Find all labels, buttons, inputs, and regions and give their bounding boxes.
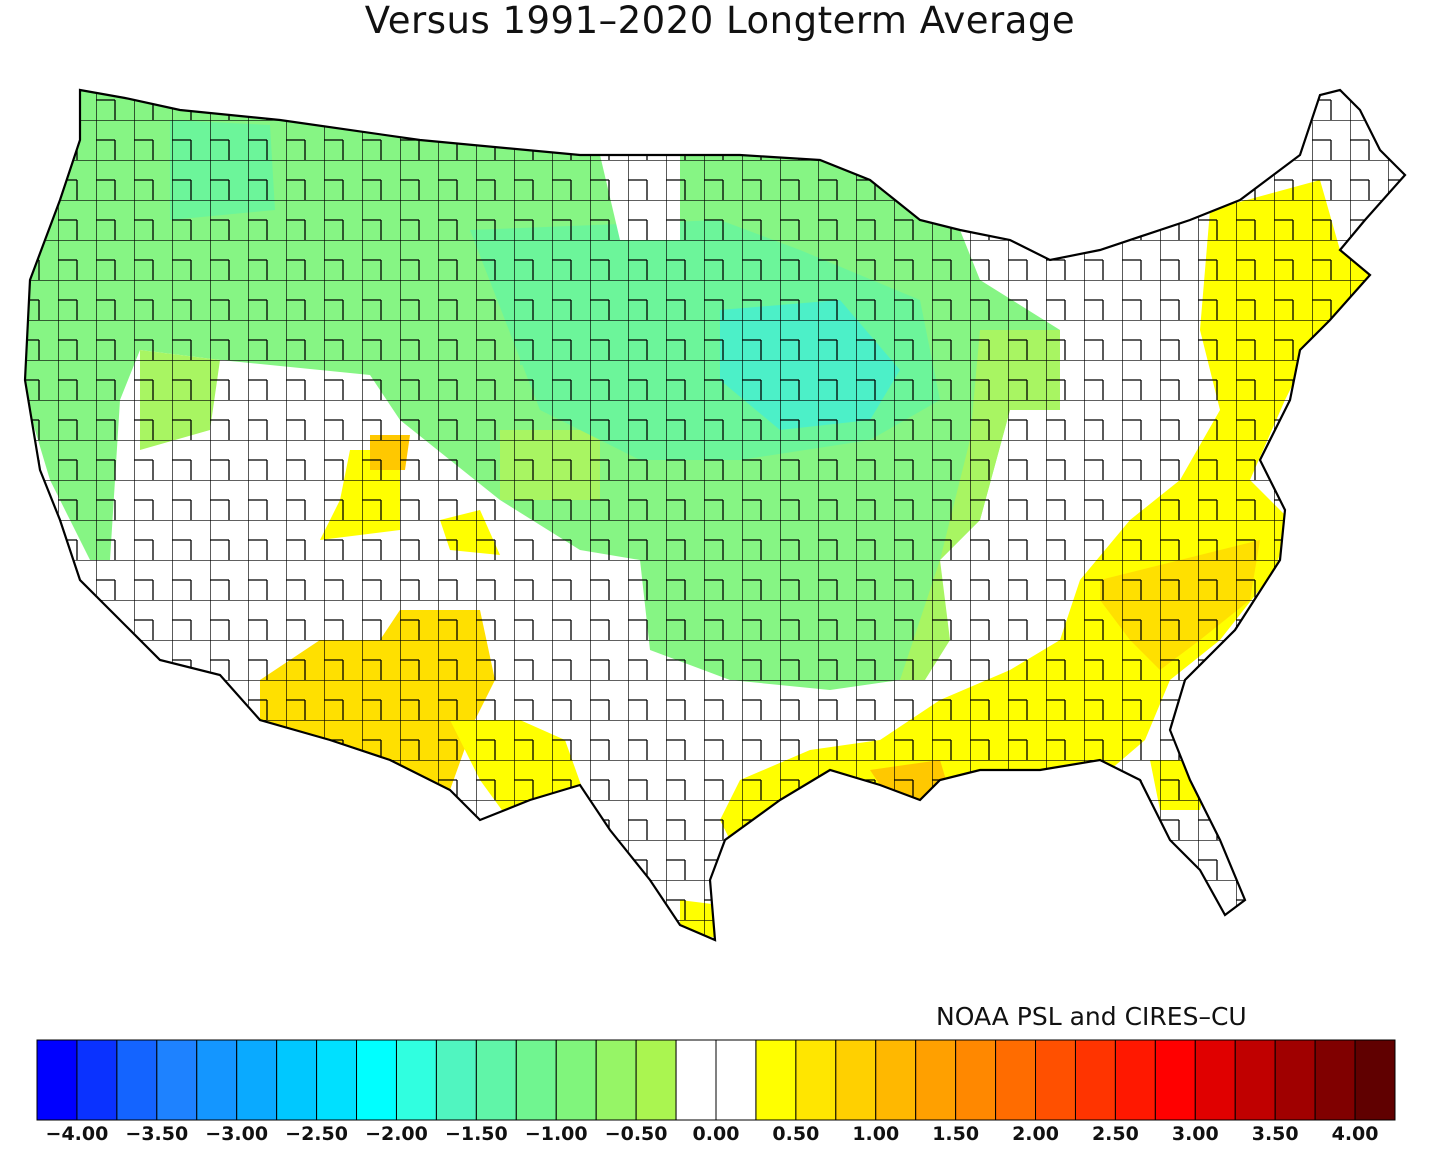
color-scale-tick-label: −2.00	[365, 1123, 428, 1145]
color-scale-tick-label: −1.50	[445, 1123, 508, 1145]
color-scale-swatches	[36, 1039, 1396, 1121]
color-scale-swatch	[356, 1039, 397, 1121]
color-scale-swatch	[555, 1039, 597, 1121]
color-scale-swatch	[875, 1039, 917, 1121]
color-scale-swatch	[196, 1039, 238, 1121]
color-scale-swatch	[236, 1039, 278, 1121]
us-climate-division-map	[23, 88, 1407, 942]
color-scale-legend: −4.00 −3.50 −3.00 −2.50 −2.00 −1.50 −1.00 −0.50…	[36, 1039, 1396, 1145]
color-scale-swatch	[395, 1039, 437, 1121]
color-scale-tick-label: −0.50	[605, 1123, 668, 1145]
color-scale-tick-label: −3.00	[205, 1123, 268, 1145]
color-scale-swatch	[995, 1039, 1037, 1121]
color-scale-swatch	[1314, 1039, 1356, 1121]
color-scale-swatch	[675, 1039, 717, 1121]
color-scale-tick-label: −1.00	[525, 1123, 588, 1145]
color-scale-tick-label: 3.00	[1172, 1123, 1219, 1145]
color-scale-swatch	[276, 1039, 318, 1121]
color-scale-swatch	[1154, 1039, 1196, 1121]
color-scale-swatch	[835, 1039, 877, 1121]
color-scale-swatch	[1234, 1039, 1276, 1121]
color-scale-swatch	[1035, 1039, 1076, 1121]
data-source-credit: NOAA PSL and CIRES–CU	[936, 1002, 1247, 1031]
color-scale-swatch	[635, 1039, 677, 1121]
color-scale-tick-label: 1.50	[932, 1123, 979, 1145]
color-scale-swatch	[316, 1039, 358, 1121]
color-scale-swatch	[116, 1039, 158, 1121]
color-scale-tick-label: −2.50	[285, 1123, 348, 1145]
color-scale-swatch	[1274, 1039, 1316, 1121]
color-scale-tick-label: 4.00	[1332, 1123, 1379, 1145]
color-scale-swatch	[755, 1039, 797, 1121]
color-scale-tick-label: 2.50	[1092, 1123, 1139, 1145]
color-scale-swatch	[36, 1039, 78, 1121]
color-scale-swatch	[915, 1039, 957, 1121]
color-scale-swatch	[435, 1039, 477, 1121]
color-scale-swatch	[1074, 1039, 1116, 1121]
map-title: Versus 1991–2020 Longterm Average	[364, 0, 1076, 42]
color-scale-swatch	[76, 1039, 118, 1121]
color-scale-tick-label: −3.50	[125, 1123, 188, 1145]
color-scale-swatch	[156, 1039, 198, 1121]
color-scale-swatch	[1354, 1039, 1396, 1121]
color-scale-swatch	[515, 1039, 557, 1121]
color-scale-swatch	[595, 1039, 637, 1121]
color-scale-swatch	[1114, 1039, 1156, 1121]
color-scale-tick-label: 2.00	[1012, 1123, 1059, 1145]
color-scale-swatch	[795, 1039, 837, 1121]
color-scale-swatch	[715, 1039, 757, 1121]
us-outline	[23, 88, 1407, 942]
color-scale-tick-label: 1.00	[852, 1123, 899, 1145]
color-scale-tick-label: 0.00	[693, 1123, 740, 1145]
color-scale-tick-labels: −4.00 −3.50 −3.00 −2.50 −2.00 −1.50 −1.00 −0.50…	[46, 1123, 1379, 1145]
color-scale-swatch	[1194, 1039, 1236, 1121]
color-scale-tick-label: 3.50	[1252, 1123, 1299, 1145]
color-scale-tick-label: −4.00	[46, 1123, 109, 1145]
color-scale-tick-label: 0.50	[772, 1123, 819, 1145]
color-scale-swatch	[955, 1039, 997, 1121]
color-scale-swatch	[475, 1039, 517, 1121]
